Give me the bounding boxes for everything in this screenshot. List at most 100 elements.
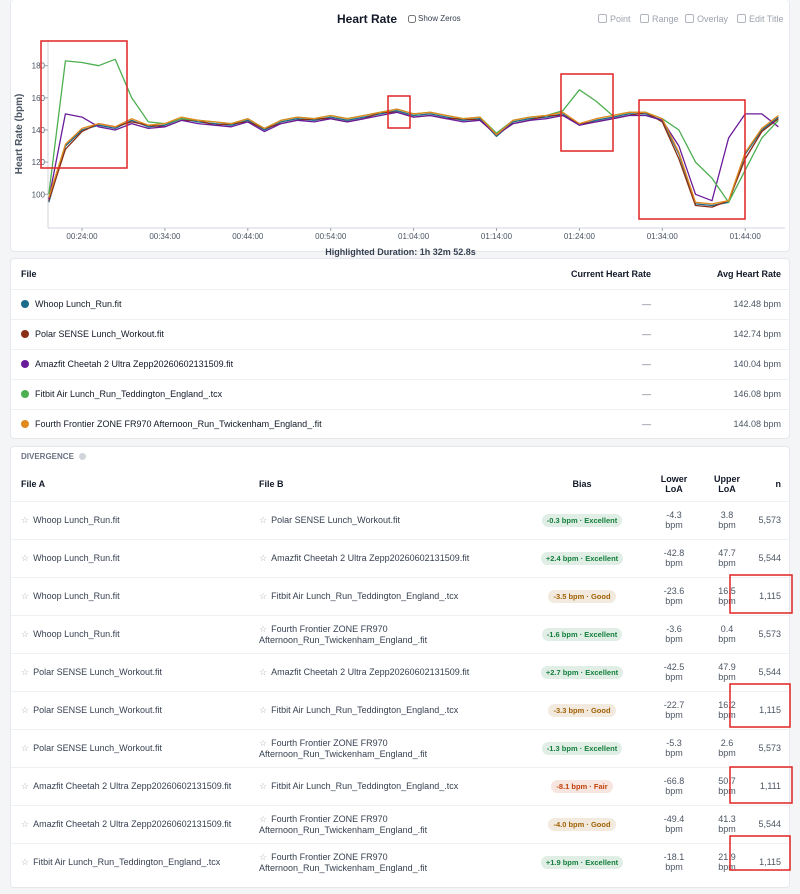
file-cell: Fourth Frontier ZONE FR970 Afternoon_Run…: [11, 408, 531, 439]
file-a: Whoop Lunch_Run.fit: [11, 538, 249, 577]
bias-pill: -1.6 bpm · Excellent: [541, 627, 623, 641]
bias-pill: -0.3 bpm · Excellent: [541, 513, 623, 527]
star-icon[interactable]: [21, 515, 33, 525]
star-icon[interactable]: [259, 553, 271, 563]
overlay-button[interactable]: Overlay: [685, 14, 728, 24]
star-icon[interactable]: [259, 624, 271, 634]
file-b-name: Fourth Frontier ZONE FR970 Afternoon_Run…: [259, 813, 428, 835]
divergence-row: Whoop Lunch_Run.fit Amazfit Cheetah 2 Ult…: [11, 538, 791, 577]
star-icon[interactable]: [21, 781, 33, 791]
avg-hr: 144.08 bpm: [661, 408, 791, 439]
file-b-name: Fitbit Air Lunch_Run_Teddington_England_…: [271, 704, 459, 715]
y-tick-label: 100: [32, 190, 46, 199]
n-count: 1,115: [753, 842, 791, 881]
file-a-name: Whoop Lunch_Run.fit: [33, 590, 120, 601]
bias-pill: +1.9 bpm · Excellent: [540, 855, 624, 869]
star-icon[interactable]: [21, 591, 33, 601]
show-zeros-checkbox[interactable]: [408, 14, 416, 23]
avg-hr: 146.08 bpm: [661, 378, 791, 409]
header-cell: Lower LoA: [660, 473, 688, 494]
upper-loa: 50.7 bpm: [701, 766, 753, 805]
n-count: 5,544: [753, 804, 791, 843]
file-a-name: Amazfit Cheetah 2 Ultra Zepp202606021315…: [33, 780, 232, 791]
star-icon[interactable]: [259, 814, 271, 824]
divergence-table: File A File B Bias Lower LoA Upper LoA n…: [11, 467, 791, 881]
x-tick-label: 01:04:00: [398, 232, 430, 241]
edit-title-button[interactable]: Edit Title: [737, 14, 784, 24]
x-tick-label: 00:34:00: [149, 232, 181, 241]
bias-pill: +2.4 bpm · Excellent: [540, 551, 624, 565]
n-count: 1,115: [753, 576, 791, 615]
file-b-name: Fitbit Air Lunch_Run_Teddington_England_…: [271, 780, 459, 791]
divergence-row: Polar SENSE Lunch_Workout.fit Fitbit Air …: [11, 690, 791, 729]
current-hr: —: [531, 318, 661, 349]
star-icon[interactable]: [259, 667, 271, 677]
star-icon[interactable]: [21, 819, 33, 829]
star-icon[interactable]: [21, 629, 33, 639]
y-tick-label: 140: [32, 126, 46, 135]
star-icon[interactable]: [21, 553, 33, 563]
star-icon[interactable]: [21, 667, 33, 677]
bias-cell: -1.3 bpm · Excellent: [517, 728, 647, 767]
star-icon[interactable]: [259, 852, 271, 862]
header-cell: Upper LoA: [713, 473, 740, 494]
star-icon[interactable]: [259, 705, 271, 715]
bias-cell: +2.7 bpm · Excellent: [517, 652, 647, 691]
header-cell: File: [21, 268, 37, 279]
star-icon[interactable]: [21, 743, 33, 753]
header-cell: Avg Heart Rate: [716, 268, 781, 279]
file-b: Fitbit Air Lunch_Run_Teddington_England_…: [249, 766, 517, 805]
file-name: Whoop Lunch_Run.fit: [35, 299, 122, 309]
file-cell: Fitbit Air Lunch_Run_Teddington_England_…: [11, 378, 531, 409]
file-cell: Whoop Lunch_Run.fit: [11, 288, 531, 319]
file-b: Fitbit Air Lunch_Run_Teddington_England_…: [249, 690, 517, 729]
bias-cell: -4.0 bpm · Good: [517, 804, 647, 843]
caption: Highlighted Duration: 1h 32m 52.8s: [325, 247, 476, 257]
file-cell: Amazfit Cheetah 2 Ultra Zepp202606021315…: [11, 348, 531, 379]
file-a: Fitbit Air Lunch_Run_Teddington_England_…: [11, 842, 249, 881]
point-button[interactable]: Point: [598, 14, 631, 24]
file-row: Fitbit Air Lunch_Run_Teddington_England_…: [11, 378, 791, 409]
bias-pill: -1.3 bpm · Excellent: [541, 741, 623, 755]
chart: 100 120 140 160 180 00:24:00 00:34:00 00:44:00 0…: [14, 40, 785, 257]
file-a: Polar SENSE Lunch_Workout.fit: [11, 690, 249, 729]
divergence-card: DIVERGENCE File A File B Bias Lower LoA …: [10, 446, 791, 888]
lower-loa: -66.8 bpm: [647, 766, 701, 805]
star-icon[interactable]: [259, 738, 271, 748]
lower-loa: -22.7 bpm: [647, 690, 701, 729]
file-a-name: Whoop Lunch_Run.fit: [33, 514, 120, 525]
current-hr: —: [531, 408, 661, 439]
range-button[interactable]: Range: [640, 14, 679, 24]
lower-loa: -3.6 bpm: [647, 614, 701, 653]
bias-cell: -3.5 bpm · Good: [517, 576, 647, 615]
current-hr: —: [531, 348, 661, 379]
file-b-name: Fourth Frontier ZONE FR970 Afternoon_Run…: [259, 737, 428, 759]
series-line: [48, 110, 779, 207]
star-icon[interactable]: [21, 705, 33, 715]
star-icon[interactable]: [259, 781, 271, 791]
bias-cell: -1.6 bpm · Excellent: [517, 614, 647, 653]
file-b: Fitbit Air Lunch_Run_Teddington_England_…: [249, 576, 517, 615]
x-tick-label: 01:24:00: [564, 232, 596, 241]
star-icon[interactable]: [259, 515, 271, 525]
file-b-name: Amazfit Cheetah 2 Ultra Zepp202606021315…: [271, 666, 470, 677]
file-a: Whoop Lunch_Run.fit: [11, 614, 249, 653]
file-row: Fourth Frontier ZONE FR970 Afternoon_Run…: [11, 408, 791, 439]
n-count: 5,544: [753, 538, 791, 577]
star-icon[interactable]: [259, 591, 271, 601]
file-b-name: Amazfit Cheetah 2 Ultra Zepp202606021315…: [271, 552, 470, 563]
file-a-name: Whoop Lunch_Run.fit: [33, 552, 120, 563]
upper-loa: 3.8 bpm: [701, 500, 753, 539]
y-tick-label: 120: [32, 158, 46, 167]
divergence-row: Polar SENSE Lunch_Workout.fit Fourth Fron…: [11, 728, 791, 767]
show-zeros[interactable]: Show Zeros: [408, 14, 461, 23]
info-icon[interactable]: [79, 453, 87, 460]
file-b-name: Fitbit Air Lunch_Run_Teddington_England_…: [271, 590, 459, 601]
avg-hr: 142.74 bpm: [661, 318, 791, 349]
file-a-name: Polar SENSE Lunch_Workout.fit: [33, 704, 162, 715]
file-row: Polar SENSE Lunch_Workout.fit —142.74 bpm: [11, 318, 791, 349]
n-count: 5,573: [753, 728, 791, 767]
file-a: Amazfit Cheetah 2 Ultra Zepp202606021315…: [11, 766, 249, 805]
star-icon[interactable]: [21, 857, 33, 867]
